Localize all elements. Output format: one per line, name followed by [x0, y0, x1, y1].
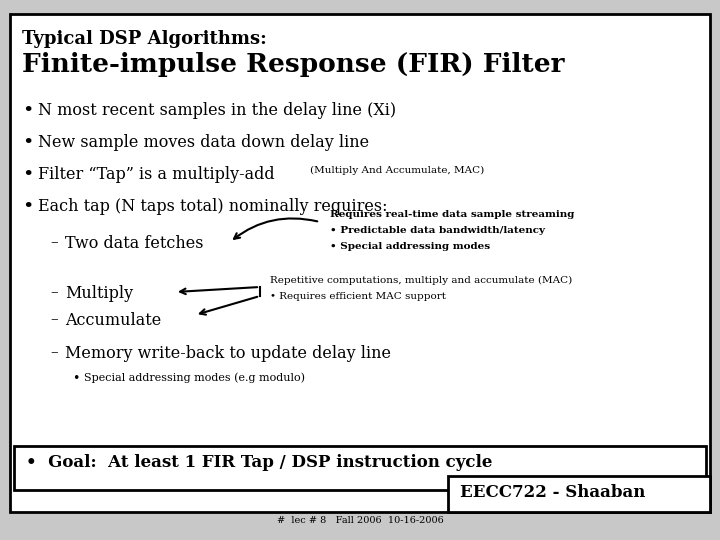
Text: Filter “Tap” is a multiply-add: Filter “Tap” is a multiply-add	[38, 166, 274, 183]
Text: •  Goal:  At least 1 FIR Tap / DSP instruction cycle: • Goal: At least 1 FIR Tap / DSP instruc…	[26, 454, 492, 471]
Text: Accumulate: Accumulate	[65, 312, 161, 329]
Text: Finite-impulse Response (FIR) Filter: Finite-impulse Response (FIR) Filter	[22, 52, 564, 77]
Bar	[14, 446, 706, 490]
Text: •: •	[22, 198, 33, 216]
Text: Typical DSP Algorithms:: Typical DSP Algorithms:	[22, 30, 266, 48]
Text: –: –	[50, 285, 58, 299]
Text: Special addressing modes (e.g modulo): Special addressing modes (e.g modulo)	[84, 372, 305, 382]
Text: –: –	[50, 235, 58, 249]
Text: • Requires efficient MAC support: • Requires efficient MAC support	[270, 292, 446, 301]
Text: • Predictable data bandwidth/latency: • Predictable data bandwidth/latency	[330, 226, 545, 235]
Text: EECC722 - Shaaban: EECC722 - Shaaban	[460, 484, 645, 501]
Bar	[448, 476, 710, 512]
Text: •: •	[22, 102, 33, 120]
Text: Requires real-time data sample streaming: Requires real-time data sample streaming	[330, 210, 575, 219]
Text: • Special addressing modes: • Special addressing modes	[330, 242, 490, 251]
Text: •: •	[72, 372, 79, 385]
Text: (Multiply And Accumulate, MAC): (Multiply And Accumulate, MAC)	[310, 166, 485, 175]
Text: Repetitive computations, multiply and accumulate (MAC): Repetitive computations, multiply and ac…	[270, 276, 572, 285]
Text: New sample moves data down delay line: New sample moves data down delay line	[38, 134, 369, 151]
Text: –: –	[50, 345, 58, 359]
Text: •: •	[22, 166, 33, 184]
Text: •: •	[22, 134, 33, 152]
Text: Memory write-back to update delay line: Memory write-back to update delay line	[65, 345, 391, 362]
Text: Two data fetches: Two data fetches	[65, 235, 204, 252]
Text: –: –	[50, 312, 58, 326]
Text: #  lec # 8   Fall 2006  10-16-2006: # lec # 8 Fall 2006 10-16-2006	[276, 516, 444, 525]
Text: Multiply: Multiply	[65, 285, 133, 302]
Text: Each tap (N taps total) nominally requires:: Each tap (N taps total) nominally requir…	[38, 198, 387, 215]
Text: N most recent samples in the delay line (Xi): N most recent samples in the delay line …	[38, 102, 396, 119]
